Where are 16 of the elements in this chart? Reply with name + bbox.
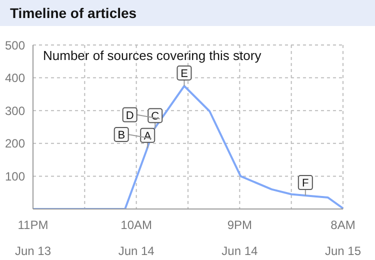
y-tick-label: 400 — [4, 71, 26, 86]
chart-subtitle: Number of sources covering this story — [43, 48, 262, 63]
y-tick-label: 500 — [4, 38, 26, 52]
x-tick-label: 9PM Jun 14 — [222, 218, 258, 258]
y-tick-label: 300 — [4, 104, 26, 118]
x-tick-label: 11PM Jun 13 — [14, 218, 52, 258]
y-tick-label: 200 — [4, 136, 26, 151]
chart-title: Timeline of articles — [0, 0, 375, 26]
annotation: E — [180, 68, 188, 80]
annotation: B — [118, 129, 126, 142]
x-tick-label: 10AM Jun 14 — [118, 218, 155, 258]
annotation: F — [302, 178, 310, 190]
y-tick-label: 100 — [4, 169, 26, 184]
annotation: D — [126, 110, 134, 122]
annotation: A — [144, 130, 152, 142]
x-tick-label: 8AM Jun 15 — [324, 218, 362, 258]
